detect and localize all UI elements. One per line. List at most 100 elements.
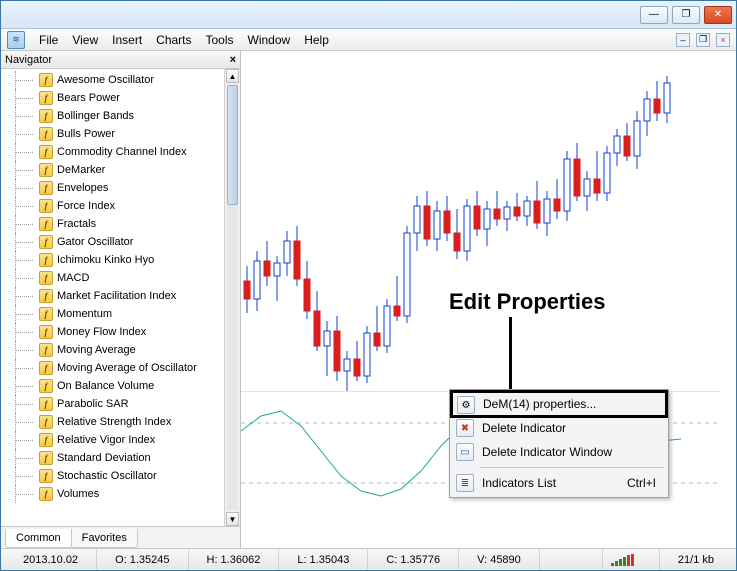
indicator-icon: f: [39, 73, 53, 87]
status-high: H: 1.36062: [189, 549, 280, 570]
indicator-label: Bears Power: [57, 92, 120, 104]
mdi-restore-button[interactable]: ❐: [696, 33, 710, 47]
indicator-icon: f: [39, 361, 53, 375]
menu-item-delete-window-label: Delete Indicator Window: [482, 445, 612, 459]
indicator-icon: f: [39, 271, 53, 285]
indicator-icon: f: [39, 91, 53, 105]
indicator-item[interactable]: fGator Oscillator: [1, 233, 224, 251]
indicator-icon: f: [39, 289, 53, 303]
indicator-icon: f: [39, 469, 53, 483]
indicator-item[interactable]: f Momentum: [1, 305, 224, 323]
menu-charts[interactable]: Charts: [156, 33, 191, 47]
indicator-item[interactable]: fCommodity Channel Index: [1, 143, 224, 161]
status-spacer: [540, 549, 603, 570]
status-traffic: 21/1 kb: [659, 549, 732, 570]
minimize-button[interactable]: —: [640, 6, 668, 24]
indicator-icon: f: [39, 163, 53, 177]
delete-window-icon: ▭: [456, 443, 474, 461]
indicator-label: Force Index: [57, 200, 115, 212]
indicator-label: Money Flow Index: [57, 326, 146, 338]
indicator-item[interactable]: f Awesome Oscillator: [1, 71, 224, 89]
status-open: O: 1.35245: [97, 549, 188, 570]
indicator-label: Standard Deviation: [57, 452, 151, 464]
indicator-item[interactable]: f Parabolic SAR: [1, 395, 224, 413]
app-window: — ❐ ✕ ≋ File View Insert Charts Tools Wi…: [0, 0, 737, 571]
indicator-icon: f: [39, 109, 53, 123]
indicator-item[interactable]: f Moving Average: [1, 341, 224, 359]
menu-window[interactable]: Window: [248, 33, 291, 47]
navigator-scrollbar[interactable]: ▲ ▼: [224, 69, 240, 526]
indicator-item[interactable]: fRelative Strength Index: [1, 413, 224, 431]
indicator-item[interactable]: fBulls Power: [1, 125, 224, 143]
indicator-label: DeMarker: [57, 164, 105, 176]
indicator-item[interactable]: fStandard Deviation: [1, 449, 224, 467]
candlestick-chart: [241, 51, 721, 391]
indicator-icon: f: [39, 307, 53, 321]
indicator-icon: f: [39, 379, 53, 393]
menu-help[interactable]: Help: [304, 33, 329, 47]
menubar: ≋ File View Insert Charts Tools Window H…: [1, 29, 736, 51]
indicator-item[interactable]: f Money Flow Index: [1, 323, 224, 341]
close-button[interactable]: ✕: [704, 6, 732, 24]
indicator-item[interactable]: fStochastic Oscillator: [1, 467, 224, 485]
indicator-icon: f: [39, 415, 53, 429]
indicator-item[interactable]: fRelative Vigor Index: [1, 431, 224, 449]
indicator-icon: f: [39, 397, 53, 411]
menu-tools[interactable]: Tools: [206, 33, 234, 47]
indicator-label: Fractals: [57, 218, 96, 230]
titlebar: — ❐ ✕: [1, 1, 736, 29]
indicator-icon: f: [39, 181, 53, 195]
menu-view[interactable]: View: [72, 33, 98, 47]
indicator-item[interactable]: f Bears Power: [1, 89, 224, 107]
indicator-item[interactable]: fVolumes: [1, 485, 224, 503]
tab-favorites[interactable]: Favorites: [71, 529, 138, 548]
indicator-label: Parabolic SAR: [57, 398, 129, 410]
navigator-panel: Navigator × f Awesome Oscillator f Bears Po…: [1, 51, 241, 548]
indicator-item[interactable]: f DeMarker: [1, 161, 224, 179]
context-menu: ⚙ DeM(14) properties... ✖ Delete Indicat…: [449, 389, 669, 498]
menu-item-delete-window[interactable]: ▭ Delete Indicator Window: [452, 440, 666, 464]
navigator-tabs: Common Favorites: [1, 526, 240, 548]
indicator-label: Momentum: [57, 308, 112, 320]
scroll-track[interactable]: [227, 85, 238, 510]
maximize-button[interactable]: ❐: [672, 6, 700, 24]
indicator-label: Moving Average: [57, 344, 136, 356]
indicator-item[interactable]: fFractals: [1, 215, 224, 233]
indicator-label: Moving Average of Oscillator: [57, 362, 197, 374]
mdi-minimize-button[interactable]: –: [676, 33, 690, 47]
indicator-item[interactable]: fIchimoku Kinko Hyo: [1, 251, 224, 269]
indicator-label: On Balance Volume: [57, 380, 154, 392]
indicator-item[interactable]: fForce Index: [1, 197, 224, 215]
menu-file[interactable]: File: [39, 33, 58, 47]
indicator-label: Ichimoku Kinko Hyo: [57, 254, 154, 266]
indicator-item[interactable]: f Bollinger Bands: [1, 107, 224, 125]
menu-insert[interactable]: Insert: [112, 33, 142, 47]
menu-item-properties[interactable]: ⚙ DeM(14) properties...: [450, 390, 668, 418]
indicator-icon: f: [39, 343, 53, 357]
mdi-buttons: – ❐ ×: [676, 33, 730, 47]
indicator-icon: f: [39, 325, 53, 339]
indicator-item[interactable]: f Envelopes: [1, 179, 224, 197]
scroll-down-button[interactable]: ▼: [226, 512, 239, 526]
indicator-item[interactable]: fMarket Facilitation Index: [1, 287, 224, 305]
indicator-item[interactable]: f Moving Average of Oscillator: [1, 359, 224, 377]
tab-common[interactable]: Common: [5, 529, 72, 548]
navigator-title: Navigator: [5, 54, 52, 66]
scroll-up-button[interactable]: ▲: [226, 69, 239, 83]
scroll-thumb[interactable]: [227, 85, 238, 205]
mdi-close-button[interactable]: ×: [716, 33, 730, 47]
menu-item-delete-indicator[interactable]: ✖ Delete Indicator: [452, 416, 666, 440]
indicator-label: Gator Oscillator: [57, 236, 133, 248]
indicator-label: Bollinger Bands: [57, 110, 134, 122]
indicator-item[interactable]: f On Balance Volume: [1, 377, 224, 395]
indicator-icon: f: [39, 487, 53, 501]
menu-item-shortcut: Ctrl+I: [627, 476, 666, 490]
indicator-label: Envelopes: [57, 182, 108, 194]
annotation-label: Edit Properties: [449, 289, 605, 315]
status-low: L: 1.35043: [279, 549, 368, 570]
navigator-close-button[interactable]: ×: [230, 54, 236, 66]
indicator-label: Awesome Oscillator: [57, 74, 154, 86]
indicator-item[interactable]: fMACD: [1, 269, 224, 287]
indicator-icon: f: [39, 127, 53, 141]
menu-item-indicators-list[interactable]: ≣ Indicators List Ctrl+I: [452, 471, 666, 495]
